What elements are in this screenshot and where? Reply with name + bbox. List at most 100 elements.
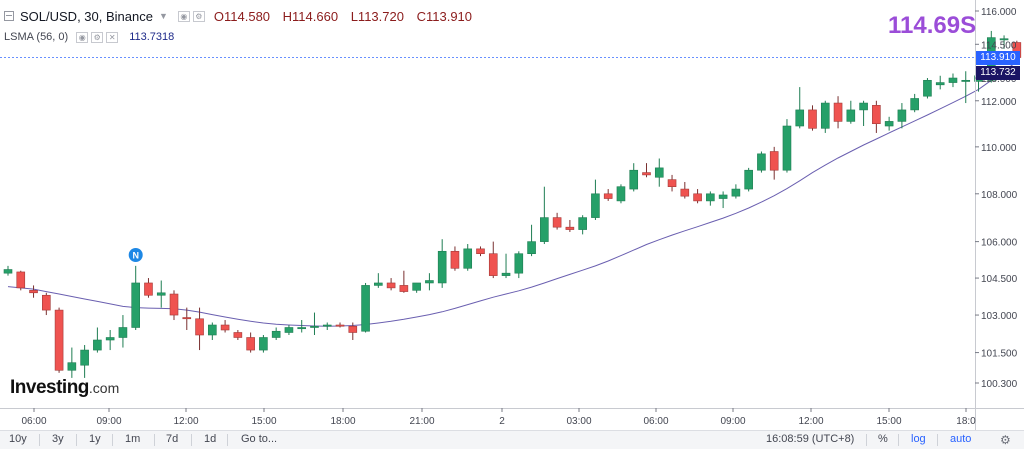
time-tick-label: 2 [499,416,505,427]
candle [156,280,166,308]
candle [335,322,345,328]
indicator-value: 113.7318 [129,31,175,43]
collapse-icon[interactable] [4,11,14,21]
divider [937,434,938,446]
divider [898,434,899,446]
candle-body [16,271,26,289]
price-axis[interactable]: 116.000 114.500 113.000 112.000 110.000 108.0… [975,0,1018,430]
range-1d-button[interactable]: 1d [204,433,217,445]
candle [999,35,1009,49]
candle-body [29,290,38,294]
candle [872,100,881,133]
candle [820,100,830,133]
candle-body [144,282,153,296]
candle-body [374,282,383,286]
candle [284,325,294,335]
time-tick-label: 21:00 [409,416,434,427]
candle-body [872,105,881,125]
range-1y-button[interactable]: 1y [89,433,101,445]
candle-body [897,109,907,122]
range-7d-button[interactable]: 7d [166,433,179,445]
candle [463,244,473,271]
eye-icon[interactable]: ◉ [76,31,89,43]
eye-icon[interactable]: ◉ [177,10,190,22]
price-tick-label: 112.000 [981,97,1017,108]
candle [527,224,536,257]
divider [76,434,77,446]
settings-icon[interactable]: ⚙ [192,10,205,22]
candle [220,320,230,333]
candle-body [156,292,166,296]
range-10y-button[interactable]: 10y [9,433,27,445]
divider [191,434,192,446]
clock-display: 16:08:59 (UTC+8) [766,433,855,445]
candle [706,191,715,206]
chevron-down-icon[interactable]: ▼ [158,11,168,21]
candle-body [297,327,307,330]
price-tick-label: 106.000 [981,238,1018,249]
candle [476,246,485,257]
time-tick-label: 15:00 [876,416,901,427]
ohlc-values: O114.580 H114.660 L113.720 C113.910 [214,9,481,24]
candle [399,270,409,293]
candle-body [271,330,281,338]
candle [361,282,370,333]
divider [154,434,155,446]
candle-body [808,109,817,129]
auto-toggle[interactable]: auto [950,433,972,445]
symbol-row: SOL/USD, 30, Binance ▼ ◉ ⚙ O114.580 H114… [4,6,481,26]
time-tick-label: 09:00 [720,416,745,427]
candle-body [425,280,434,284]
time-axis[interactable]: 06:00 09:00 12:00 15:00 18:00 21:00 2 03:00 06:0… [0,408,1024,427]
candle [54,307,64,373]
candle-body [67,362,77,371]
range-3y-button[interactable]: 3y [52,433,64,445]
candle [603,189,613,201]
candle [910,93,919,113]
candle [310,312,319,335]
bottom-toolbar: 10y 3y 1y 1m 7d 1d Go to... 16:08:59 (UT… [0,430,1024,449]
gear-icon[interactable]: ⚙ [1000,433,1011,447]
candle [144,278,153,298]
close-icon[interactable]: ✕ [106,31,119,43]
candle [744,167,753,192]
log-toggle[interactable]: log [911,433,926,445]
candle [488,241,498,279]
candle [629,163,639,192]
lsma-layer [7,61,1018,327]
candle-body [220,324,230,331]
candle [693,189,702,204]
indicator-name[interactable]: LSMA (56, 0) [4,31,69,43]
candle [642,163,651,178]
candle [131,265,140,330]
settings-icon[interactable]: ⚙ [91,31,104,43]
candle [259,334,268,353]
open-value: O114.580 [213,8,271,24]
candle-body [961,79,971,82]
candle-body [488,253,498,276]
candle-body [820,102,830,129]
candle-body [935,82,945,86]
percent-toggle[interactable]: % [878,433,888,445]
candle [374,273,383,288]
candle-body [412,282,421,291]
candle-body [3,269,13,274]
candle-body [731,188,741,197]
time-tick-label: 06:00 [643,416,668,427]
price-tick-label: 114.500 [981,40,1017,51]
candle-body [284,327,294,333]
candle [105,329,115,351]
symbol-title[interactable]: SOL/USD, 30, Binance [20,8,153,24]
candle [514,251,524,279]
candle [808,105,817,131]
candle-body [629,169,639,190]
investing-logo[interactable]: Investing.com [10,377,119,399]
candle-body [80,349,89,366]
goto-button[interactable]: Go to... [241,433,278,445]
candle-body [859,102,868,111]
candle-body [514,253,524,274]
range-1m-button[interactable]: 1m [125,433,141,445]
candle [540,186,549,245]
lsma-price-tag: 113.732 [976,65,1020,80]
